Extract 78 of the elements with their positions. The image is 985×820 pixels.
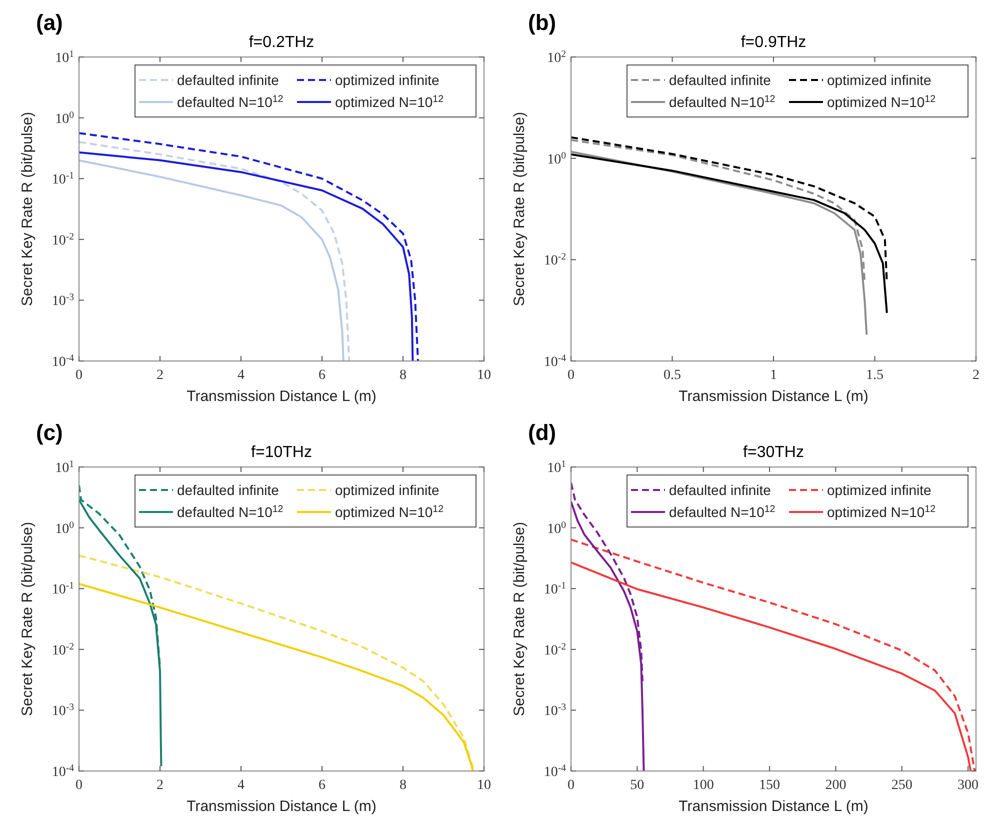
legend-label: defaulted N=10$^{12}$ [177,94,284,110]
x-tick-label: 0 [568,368,574,383]
x-tick-label: 250 [891,778,912,793]
x-tick-label: 50 [630,778,644,793]
legend-label: optimized infinite [827,72,932,88]
x-axis-title: Transmission Distance L (m) [678,388,868,405]
legend-label: optimized N=10$^{12}$ [335,94,444,110]
y-tick-label: 10$^{-4}$ [52,352,74,370]
x-tick-label: 2 [156,778,164,793]
y-axis-title: Secret Key Rate R (bit/pulse) [511,112,528,306]
legend-label: optimized infinite [335,482,440,498]
text: (c) [36,420,63,445]
legend-label: defaulted N=10$^{12}$ [177,504,284,520]
text: (b) [528,10,556,35]
legend-label: defaulted infinite [669,72,772,88]
y-tick-label: 10$^{-2}$ [52,230,74,248]
y-tick-label: 10$^{-1}$ [52,170,74,188]
x-tick-label: 2 [972,368,980,383]
y-tick-label: 10$^{-1}$ [544,580,566,598]
chart-title: f=0.2THz [248,34,314,51]
text: (d) [528,420,556,445]
x-tick-label: 6 [318,778,326,793]
x-tick-label: 4 [238,778,244,793]
legend-label: optimized infinite [335,72,440,88]
x-tick-label: 0 [568,778,574,793]
y-tick-label: 10$^{-4}$ [544,352,566,370]
x-axis-title: Transmission Distance L (m) [678,798,868,815]
chart-title: f=30THz [743,444,804,461]
x-tick-label: 6 [318,368,326,383]
legend-label: optimized N=10$^{12}$ [335,504,444,520]
x-tick-label: 0 [76,368,82,383]
y-tick-label: 10$^{-4}$ [52,762,74,780]
x-tick-label: 1.5 [866,368,884,383]
y-tick-label: 10$^{1}$ [55,48,74,66]
text: (a) [36,10,63,35]
x-axis-title: Transmission Distance L (m) [186,798,376,815]
x-tick-label: 1 [770,368,777,383]
x-tick-label: 300 [958,778,979,793]
y-tick-label: 10$^{-2}$ [544,640,566,658]
chart-title: f=0.9THz [740,34,806,51]
x-tick-label: 10 [477,778,491,793]
y-tick-label: 10$^{1}$ [55,458,74,476]
legend-label: optimized N=10$^{12}$ [827,94,936,110]
legend-label: defaulted infinite [177,482,280,498]
x-tick-label: 10 [477,368,491,383]
x-tick-label: 8 [400,778,406,793]
x-tick-label: 100 [692,778,714,793]
y-tick-label: 10$^{-2}$ [544,251,566,269]
legend-label: defaulted N=10$^{12}$ [669,94,776,110]
legend-label: optimized N=10$^{12}$ [827,504,936,520]
x-tick-label: 8 [400,368,406,383]
y-tick-label: 10$^{0}$ [547,150,566,168]
legend-label: defaulted N=10$^{12}$ [669,504,776,520]
x-tick-label: 150 [759,778,780,793]
x-tick-label: 0 [76,778,82,793]
x-axis-title: Transmission Distance L (m) [186,388,376,405]
y-axis-title: Secret Key Rate R (bit/pulse) [511,522,528,716]
y-tick-label: 10$^{0}$ [55,109,74,127]
legend-label: optimized infinite [827,482,932,498]
x-tick-label: 2 [156,368,164,383]
y-tick-label: 10$^{-3}$ [52,292,74,310]
y-tick-label: 10$^{2}$ [547,48,566,66]
x-tick-label: 200 [825,778,846,793]
y-tick-label: 10$^{-1}$ [52,580,74,598]
chart-title: f=10THz [251,444,312,461]
legend-label: defaulted infinite [669,482,772,498]
y-tick-label: 10$^{-2}$ [52,640,74,658]
y-tick-label: 10$^{0}$ [55,519,74,537]
y-tick-label: 10$^{-3}$ [544,702,566,720]
y-tick-label: 10$^{-3}$ [52,702,74,720]
y-tick-label: 10$^{-4}$ [544,762,566,780]
y-axis-title: Secret Key Rate R (bit/pulse) [19,112,36,306]
y-axis-title: Secret Key Rate R (bit/pulse) [19,522,36,716]
y-tick-label: 10$^{1}$ [547,458,566,476]
x-tick-label: 0.5 [664,368,681,383]
x-tick-label: 4 [238,368,244,383]
legend-label: defaulted infinite [177,72,280,88]
y-tick-label: 10$^{0}$ [547,519,566,537]
